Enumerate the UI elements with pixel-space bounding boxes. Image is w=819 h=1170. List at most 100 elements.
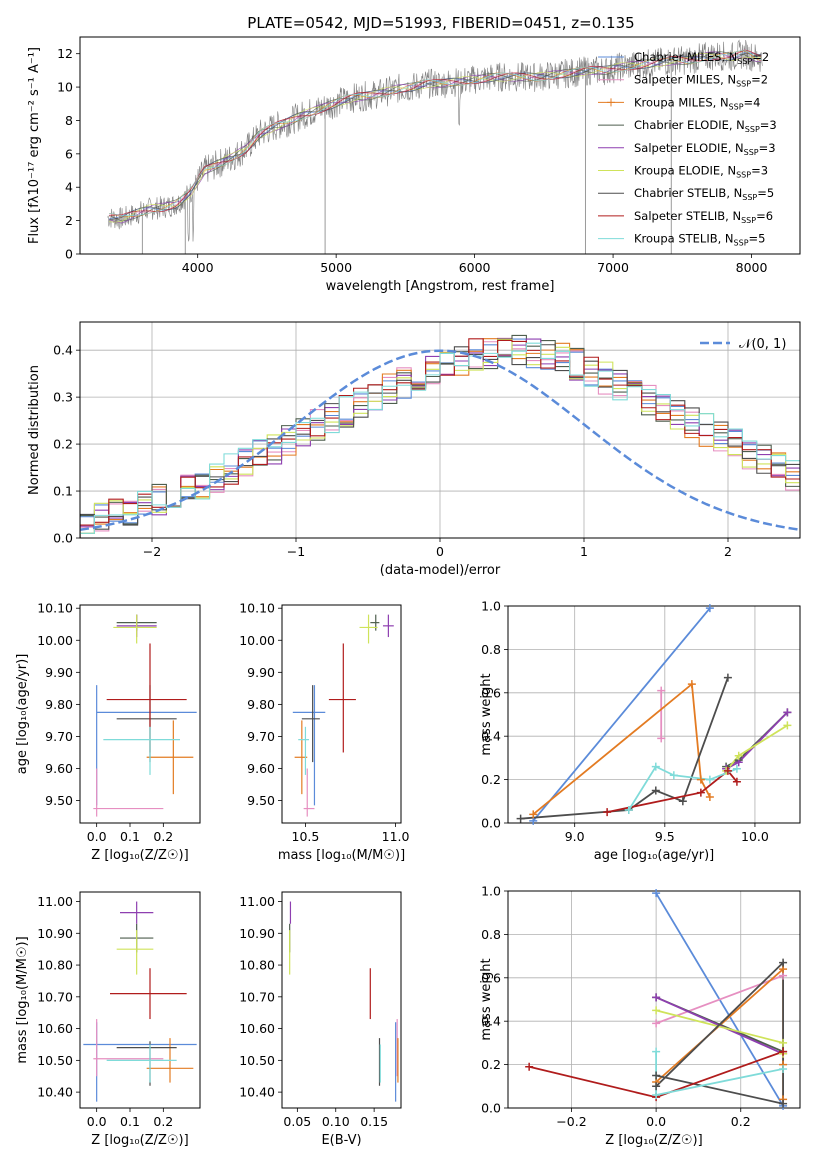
y-tick-label: 1.0 [481, 884, 501, 899]
legend-subscript: SSP [742, 193, 757, 202]
weights-chabrier-stelib-marker [651, 786, 660, 795]
y-tick-label: 10 [57, 80, 73, 95]
legend-nssp: =3 [751, 164, 768, 178]
x-tick-label: 0.2 [153, 829, 173, 844]
y-tick-label: 0.6 [481, 970, 501, 985]
y-tick-label: 9.90 [45, 665, 73, 680]
legend-nssp: =4 [744, 95, 761, 109]
y-tick-label: 9.80 [247, 697, 275, 712]
x-tick-label: 0.1 [120, 829, 140, 844]
weights-salpeter-miles-marker [657, 734, 666, 743]
chart-residuals: −2 −1 0 1 2 0.0 0.1 0.2 0.3 0.4 (data-model)/error… [27, 321, 801, 578]
y-tick-label: 9.60 [247, 761, 275, 776]
y-tick-label: 0.2 [481, 772, 501, 787]
legend-nssp: =2 [752, 50, 769, 64]
x-tick-label: 9.5 [655, 829, 675, 844]
weights-kroupa-stelib-marker [779, 1064, 788, 1073]
legend-nssp: =3 [759, 141, 776, 155]
model-spectrum-chabrier-stelib [109, 52, 762, 221]
axes-frame [281, 891, 402, 1109]
y-tick-label: 10.10 [239, 601, 275, 616]
normal-curve [80, 349, 800, 532]
weights-salpeter-miles-marker [652, 1019, 661, 1028]
weights-kroupa-stelib-marker [669, 771, 678, 780]
weights-chabrier-miles-marker [705, 604, 714, 613]
weights-chabrier-stelib-marker [678, 797, 687, 806]
legend-nssp: =2 [751, 73, 768, 87]
x-tick-label: 10.5 [292, 829, 320, 844]
legend-nssp: =6 [756, 209, 773, 223]
plot-area [107, 39, 763, 254]
observed-spectrum [107, 39, 763, 242]
weights-salpeter-stelib-marker [525, 1062, 534, 1071]
x-tick-label: 0 [436, 544, 444, 559]
legend-label: Kroupa ELODIE, NSSP=3 [634, 164, 768, 180]
x-tick-label: 5000 [320, 260, 352, 275]
y-tick-label: 0.1 [53, 484, 73, 499]
y-tick-label: 0.2 [481, 1057, 501, 1072]
histogram-salpeter-miles [80, 337, 800, 538]
axes-frame [281, 604, 402, 824]
legend-subscript: SSP [737, 57, 752, 66]
weights-chabrier-miles-line [532, 607, 711, 822]
y-tick-label: 6 [65, 146, 73, 161]
x-tick-label: 8000 [736, 260, 768, 275]
y-axis-label: mass [log₁₀(M/M☉)] [15, 936, 30, 1063]
weights-kroupa-stelib-marker [705, 775, 714, 784]
x-tick-label: 0.2 [153, 1114, 173, 1129]
y-tick-label: 10.70 [37, 989, 73, 1004]
weights-salpeter-stelib-marker [732, 777, 741, 786]
y-tick-label: 0.0 [481, 816, 501, 831]
chart-weight_vs_Z: −0.2 0.0 0.2 0.0 0.2 0.4 0.6 0.8 1.0 Z [log₁₀(Z/Z… [479, 884, 801, 1148]
x-tick-label: −1 [287, 544, 305, 559]
y-tick-label: 9.70 [247, 729, 275, 744]
x-tick-label: 0.0 [87, 1114, 107, 1129]
x-tick-label: 10.0 [741, 829, 769, 844]
x-tick-label: 9.0 [565, 829, 585, 844]
y-tick-label: 10.50 [239, 1053, 275, 1068]
weights-chabrier-stelib-line [655, 960, 784, 1105]
y-axis-label: Flux [fλ10⁻¹⁷ erg cm⁻² s⁻¹ A⁻¹] [27, 47, 42, 244]
y-axis-label: Normed distribution [27, 365, 42, 495]
weights-kroupa-elodie-marker [783, 721, 792, 730]
weights-kroupa-miles-line [532, 682, 711, 815]
y-tick-label: 0.2 [53, 437, 73, 452]
y-tick-label: 10.00 [37, 633, 73, 648]
x-axis-label: age [log₁₀(age/yr)] [594, 848, 715, 863]
legend-normal-label: 𝒩(0, 1) [739, 337, 786, 352]
y-axis-label: age [log₁₀(age/yr)] [15, 654, 30, 775]
weights-salpeter-stelib-marker [723, 766, 732, 775]
plots: 4000 5000 6000 7000 8000024681012wavelength … [15, 36, 801, 1148]
histogram-kroupa-elodie [80, 339, 800, 538]
weights-chabrier-stelib-marker [779, 958, 788, 967]
legend-label: Kroupa STELIB, NSSP=5 [634, 232, 765, 248]
x-tick-label: 6000 [459, 260, 491, 275]
y-tick-label: 10.60 [239, 1021, 275, 1036]
weights-kroupa-miles-marker [529, 810, 538, 819]
y-tick-label: 4 [65, 180, 73, 195]
y-axis-label: mass weight [479, 673, 494, 755]
axes-frame [79, 36, 801, 255]
x-tick-label: −2 [143, 544, 161, 559]
x-tick-label: 11.0 [382, 829, 410, 844]
legend-label: Chabrier STELIB, NSSP=5 [634, 186, 774, 202]
chart-spectrum: 4000 5000 6000 7000 8000 0 2 4 6 8 10 12 wavelength … [27, 36, 801, 294]
weights-kroupa-miles-marker [696, 775, 705, 784]
legend-subscript: SSP [734, 239, 749, 248]
y-tick-label: 0.0 [53, 531, 73, 546]
histogram-kroupa-stelib [80, 342, 800, 538]
weights-kroupa-elodie-marker [652, 1006, 661, 1015]
weights-chabrier-stelib-marker [779, 1099, 788, 1108]
y-tick-label: 10.80 [37, 958, 73, 973]
y-tick-label: 0.8 [481, 927, 501, 942]
x-axis-label: Z [log₁₀(Z/Z☉)] [91, 1133, 188, 1148]
weights-chabrier-miles-marker [652, 889, 661, 898]
x-axis-label: wavelength [Angstrom, rest frame] [326, 279, 555, 294]
x-axis-label: mass [log₁₀(M/M☉)] [278, 848, 405, 863]
y-tick-label: 11.00 [37, 894, 73, 909]
model-spectrum-kroupa-stelib [109, 49, 762, 217]
histogram-kroupa-miles [80, 338, 800, 538]
y-tick-label: 9.60 [45, 761, 73, 776]
y-tick-label: 0.6 [481, 685, 501, 700]
legend-label: Salpeter STELIB, NSSP=6 [634, 209, 773, 225]
